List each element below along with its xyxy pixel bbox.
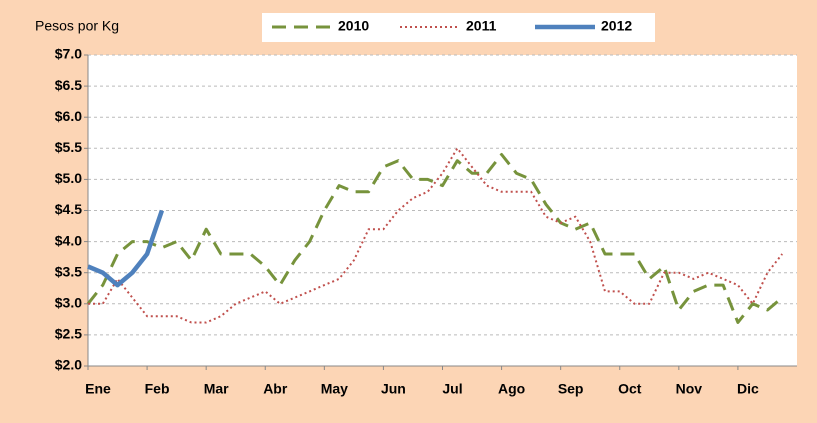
y-tick-label: $5.0	[55, 170, 82, 186]
y-tick-label: $6.5	[55, 77, 82, 93]
y-tick-label: $4.5	[55, 201, 82, 217]
series-line	[86, 153, 784, 324]
x-tick-label: Sep	[558, 381, 584, 397]
x-tick-label: Dic	[737, 381, 759, 397]
legend-label: 2010	[338, 18, 369, 34]
x-tick-label: Jul	[442, 381, 462, 397]
y-axis-title: Pesos por Kg	[35, 18, 119, 34]
x-tick-label: Jun	[381, 381, 406, 397]
x-tick-label: Oct	[618, 381, 642, 397]
y-tick-label: $3.5	[55, 263, 82, 279]
y-tick-label: $4.0	[55, 232, 82, 248]
series-line	[88, 147, 783, 324]
x-tick-label: Ene	[85, 381, 111, 397]
legend-label: 2012	[601, 18, 632, 34]
y-tick-label: $3.0	[55, 295, 82, 311]
y-tick-label: $2.0	[55, 357, 82, 373]
x-tick-label: Nov	[676, 381, 703, 397]
y-tick-label: $7.0	[55, 46, 82, 62]
legend-label: 2011	[466, 18, 497, 34]
x-tick-label: Mar	[204, 381, 229, 397]
x-tick-label: Feb	[145, 381, 170, 397]
y-tick-label: $5.5	[55, 139, 82, 155]
y-tick-label: $2.5	[55, 326, 82, 342]
y-tick-label: $6.0	[55, 108, 82, 124]
x-tick-label: May	[321, 381, 348, 397]
x-tick-label: Abr	[263, 381, 288, 397]
series-line	[87, 209, 165, 288]
x-tick-label: Ago	[498, 381, 525, 397]
